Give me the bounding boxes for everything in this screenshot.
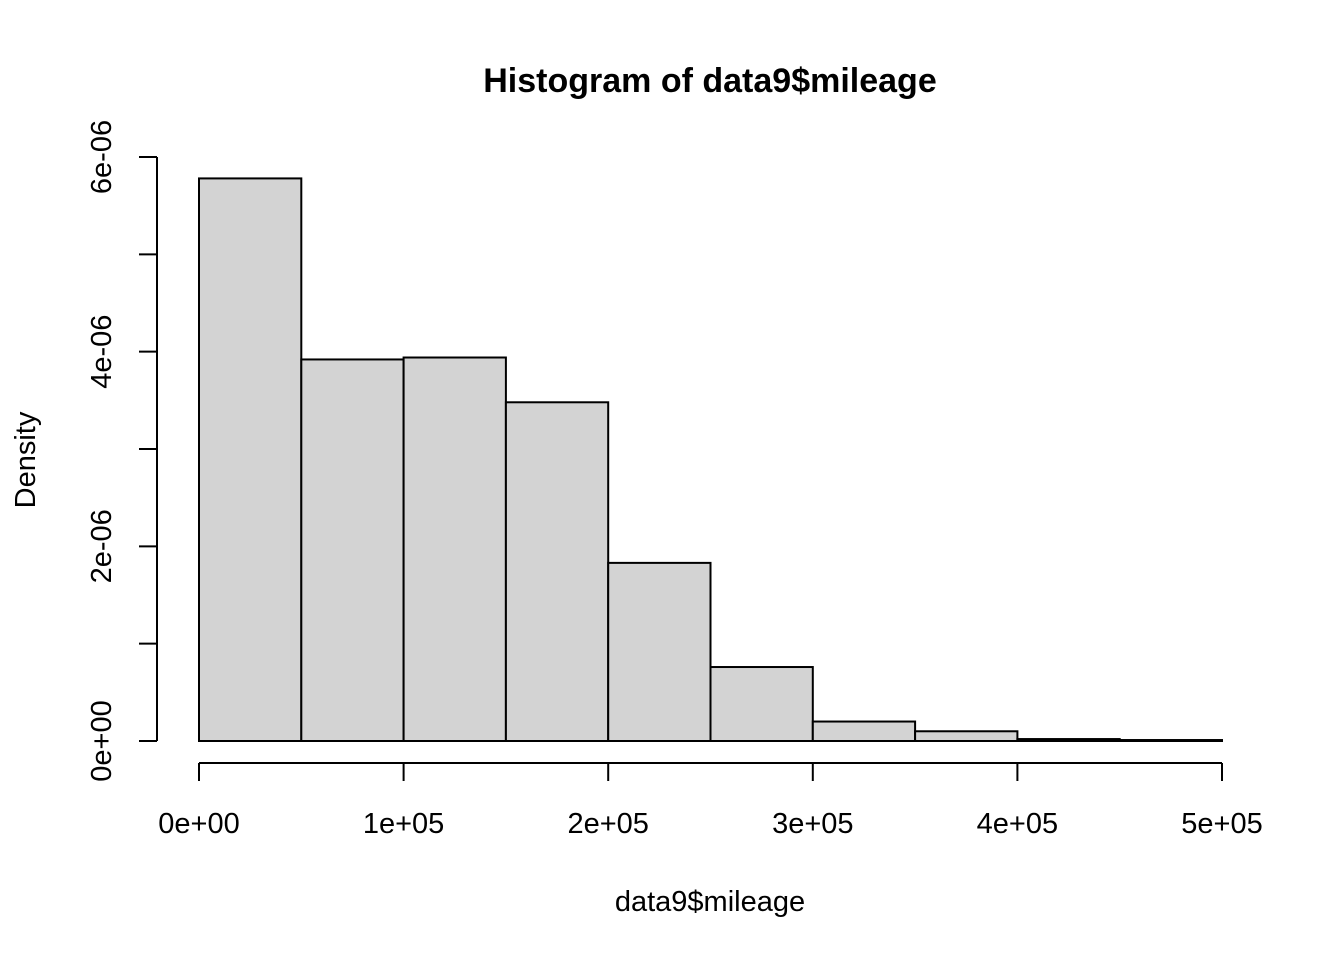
histogram-bar-4 xyxy=(504,401,610,742)
histogram-bar-5 xyxy=(607,561,712,742)
x-tick-label-2: 1e+05 xyxy=(363,808,444,840)
x-tick-label-3: 2e+05 xyxy=(567,808,648,840)
x-tick-label-5: 4e+05 xyxy=(977,808,1058,840)
histogram-bar-7 xyxy=(811,720,917,742)
y-axis: 0e+00 2e-06 4e-06 6e-06 xyxy=(86,120,158,782)
bars-group xyxy=(198,177,1223,743)
chart-title: Histogram of data9$mileage xyxy=(483,62,936,100)
x-axis-label: data9$mileage xyxy=(615,886,805,918)
histogram-bar-9 xyxy=(1016,738,1121,743)
x-tick-label-1: 0e+00 xyxy=(158,808,239,840)
y-axis-label: Density xyxy=(10,411,42,508)
histogram-bar-2 xyxy=(300,358,405,742)
y-tick-label-3: 2e-06 xyxy=(86,509,118,583)
histogram-bar-3 xyxy=(402,356,507,742)
histogram-bar-6 xyxy=(709,666,814,743)
x-tick-label-4: 3e+05 xyxy=(772,808,853,840)
y-tick-label-7: 6e-06 xyxy=(86,120,118,194)
x-tick-label-6: 5e+05 xyxy=(1181,808,1262,840)
y-tick-label-5: 4e-06 xyxy=(86,315,118,389)
y-tick-label-1: 0e+00 xyxy=(86,700,118,781)
x-axis: 0e+00 1e+05 2e+05 3e+05 4e+05 5e+05 xyxy=(158,762,1263,840)
histogram-bar-8 xyxy=(914,730,1019,742)
histogram-bar-1 xyxy=(198,177,303,742)
histogram-bar-10 xyxy=(1118,739,1223,743)
